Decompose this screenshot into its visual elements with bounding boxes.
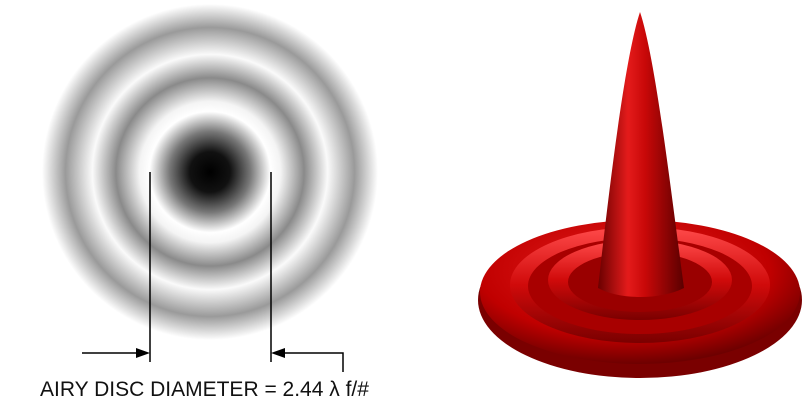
arrow-line xyxy=(275,352,344,372)
central-peak xyxy=(598,12,684,297)
dimension-lines xyxy=(82,172,344,372)
psf-3d xyxy=(478,12,802,378)
airy-pattern xyxy=(42,4,378,340)
arrowhead xyxy=(271,348,285,358)
arrowhead xyxy=(136,348,150,358)
caption: AIRY DISC DIAMETER = 2.44 λ f/# xyxy=(40,378,369,401)
